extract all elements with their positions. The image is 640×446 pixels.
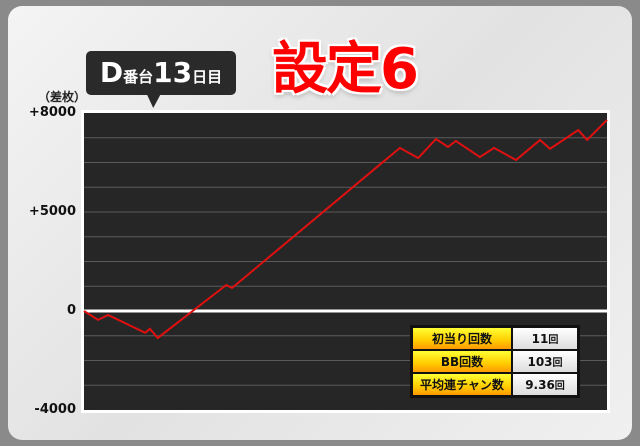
unit: 回 (552, 358, 563, 369)
machine-prefix: D (99, 56, 124, 89)
stats-row: 平均連チャン数 9.36回 (413, 374, 577, 395)
stats-table: 初当り回数 11回 BB回数 103回 平均連チャン数 9.36回 (410, 325, 580, 398)
stat-value: 9.36回 (513, 374, 577, 395)
value: 9.36 (525, 378, 555, 392)
stat-value: 103回 (513, 351, 577, 372)
machine-day-label: D 番台 13 日目 (86, 51, 236, 95)
value: 103 (527, 355, 553, 369)
y-tick: -4000 (34, 402, 76, 417)
stat-label: 平均連チャン数 (413, 374, 511, 395)
machine-label: 番台 (123, 68, 154, 86)
setting-title: 設定6 (272, 37, 419, 102)
stat-value: 11回 (513, 328, 577, 349)
y-tick: +5000 (28, 204, 76, 219)
day-number: 13 (153, 56, 193, 89)
stats-row: 初当り回数 11回 (413, 328, 577, 349)
unit: 回 (548, 335, 559, 346)
unit: 回 (554, 381, 565, 392)
series-line (83, 119, 608, 340)
stat-label: 初当り回数 (413, 328, 511, 349)
stat-label: BB回数 (413, 351, 511, 372)
y-axis-label: （差枚） (38, 90, 87, 104)
value: 11 (531, 332, 549, 346)
y-tick: +8000 (28, 105, 76, 120)
day-suffix: 日目 (192, 68, 223, 86)
y-tick: 0 (66, 303, 76, 318)
stats-row: BB回数 103回 (413, 351, 577, 372)
